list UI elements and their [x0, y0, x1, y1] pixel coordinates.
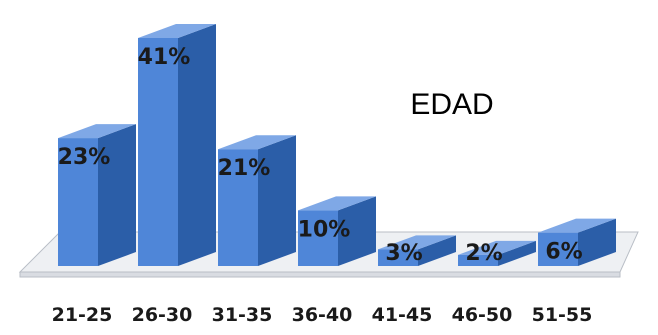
bar-front-face [138, 38, 178, 266]
bar-26-30 [138, 24, 216, 266]
data-label-41-45: 3% [385, 241, 422, 266]
bar-21-25 [58, 124, 136, 266]
bar-side-face [418, 235, 456, 266]
tick-label-31-35: 31-35 [212, 304, 273, 326]
tick-label-46-50: 46-50 [452, 304, 513, 326]
bar-top-face [458, 240, 536, 255]
chart-floor-edge [19, 271, 621, 278]
data-label-46-50: 2% [465, 241, 502, 266]
tick-label-51-55: 51-55 [532, 304, 593, 326]
tick-label-26-30: 26-30 [132, 304, 193, 326]
bar-front-face [378, 249, 418, 266]
bar-top-face [218, 135, 296, 150]
bar-side-face [338, 196, 376, 266]
bar-top-face [138, 24, 216, 38]
data-label-26-30: 41% [138, 45, 191, 70]
bar-31-35 [218, 135, 296, 266]
bar-front-face [538, 232, 578, 266]
bar-36-40 [298, 196, 376, 266]
bar-front-face [58, 138, 98, 266]
bar-side-face [178, 24, 216, 266]
bar-41-45 [378, 235, 456, 266]
chart-title: EDAD [410, 88, 493, 121]
bars [58, 24, 616, 266]
bar-top-face [538, 218, 616, 233]
data-label-21-25: 23% [58, 145, 111, 170]
bar-front-face [458, 254, 498, 266]
data-label-36-40: 10% [298, 217, 351, 242]
bar-side-face [498, 240, 536, 266]
bar-top-face [298, 196, 376, 211]
tick-label-36-40: 36-40 [292, 304, 353, 326]
bar-46-50 [458, 240, 536, 266]
bar-side-face [258, 135, 296, 266]
bar-top-face [378, 235, 456, 250]
bar-front-face [298, 210, 338, 266]
bar-51-55 [538, 218, 616, 266]
bar-top-face [58, 124, 136, 139]
data-label-31-35: 21% [218, 156, 271, 181]
data-label-51-55: 6% [545, 240, 582, 265]
x-axis-tick-labels: 21-25 26-30 31-35 36-40 41-45 46-50 51-55 [52, 304, 593, 326]
bar-front-face [218, 149, 258, 266]
data-labels: 23% 41% 21% 10% 3% 2% 6% [58, 45, 583, 266]
bar-side-face [578, 218, 616, 266]
bar-side-face [98, 124, 136, 266]
tick-label-41-45: 41-45 [372, 304, 433, 326]
tick-label-21-25: 21-25 [52, 304, 113, 326]
